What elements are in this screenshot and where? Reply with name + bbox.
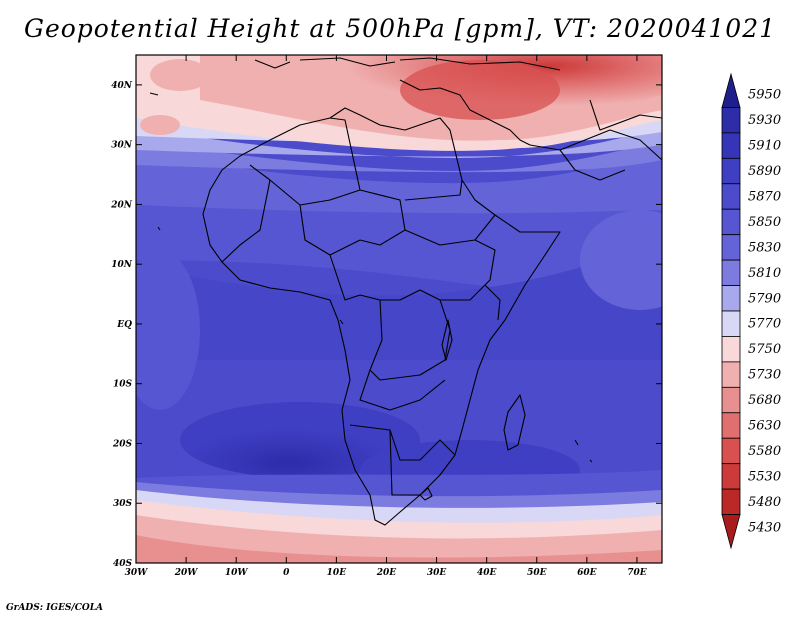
colorbar-cell: [721, 361, 741, 388]
colorbar-label: 5680: [748, 393, 781, 408]
longitude-labels: 30W 20W 10W 0 10E 20E 30E 40E 50E 60E 70E: [125, 568, 647, 578]
map-title: Geopotential Height at 500hPa [gpm], VT:…: [23, 14, 777, 43]
colorbar-cell: [721, 336, 741, 363]
lon-label: 10W: [225, 568, 249, 578]
colorbar-label: 5430: [748, 520, 781, 535]
colorbar-cell: [721, 157, 741, 185]
africa-outline: [149, 57, 662, 526]
colorbar-label: 5770: [748, 317, 781, 332]
lon-label: 30W: [125, 568, 149, 578]
colorbar-cell: [721, 107, 741, 134]
colorbar-label: 5890: [748, 164, 781, 179]
colorbar-cell: [721, 234, 741, 261]
colorbar: 5950 5930 5910 5890 5870 5850 5830 5810 5790 5770…: [721, 72, 781, 550]
lon-label: 70E: [627, 568, 647, 578]
colorbar-label: 5630: [748, 419, 781, 434]
lat-label: 20N: [110, 200, 133, 210]
lat-label: 10N: [111, 260, 133, 270]
axis-ticks: [135, 55, 662, 564]
colorbar-label: 5830: [748, 240, 781, 255]
colorbar-cell: [721, 463, 741, 490]
colorbar-label: 5950: [748, 88, 781, 103]
lat-label: 10S: [113, 380, 133, 390]
lon-label: 10E: [327, 568, 347, 578]
lat-label: 30N: [111, 141, 133, 151]
lat-label: 30S: [113, 499, 133, 509]
lon-label: 40E: [477, 568, 497, 578]
colorbar-label: 5810: [748, 266, 781, 281]
colorbar-cell: [721, 132, 741, 159]
colorbar-cell: [721, 183, 741, 210]
colorbar-cell: [721, 310, 741, 337]
colorbar-label: 5730: [748, 368, 781, 383]
lat-label: 20S: [112, 439, 133, 449]
colorbar-label: 5790: [748, 291, 781, 306]
colorbar-cell: [721, 386, 741, 414]
colorbar-cell: [721, 208, 741, 236]
colorbar-cell: [721, 412, 741, 439]
colorbar-cell: [721, 488, 741, 515]
lat-label: 40S: [113, 559, 133, 569]
lon-label: 0: [283, 568, 290, 578]
colorbar-cell: [721, 285, 741, 312]
lon-label: 20E: [376, 568, 397, 578]
lon-label: 50E: [527, 568, 547, 578]
lon-label: 60E: [577, 568, 597, 578]
lat-label: 40N: [111, 81, 133, 91]
colorbar-cell: [721, 514, 741, 550]
colorbar-cell: [721, 72, 741, 108]
plot-frame: [135, 54, 663, 564]
colorbar-label: 5580: [748, 444, 781, 459]
lon-label: 30E: [427, 568, 447, 578]
lon-label: 20W: [174, 568, 199, 578]
islands: [157, 226, 593, 463]
contour-field: [136, 55, 662, 563]
latitude-labels: 40N 30N 20N 10N EQ 10S 20S 30S 40S: [110, 81, 133, 569]
colorbar-label: 5480: [748, 495, 781, 510]
colorbar-label: 5530: [748, 469, 781, 484]
lat-label: EQ: [116, 320, 132, 330]
grads-credit: GrADS: IGES/COLA: [6, 603, 104, 613]
colorbar-label: 5910: [748, 139, 781, 154]
colorbar-cell: [721, 259, 741, 286]
colorbar-label: 5850: [748, 215, 781, 230]
colorbar-label: 5870: [748, 190, 781, 205]
colorbar-label: 5750: [748, 342, 781, 357]
colorbar-label: 5930: [748, 113, 781, 128]
colorbar-cell: [721, 437, 741, 465]
